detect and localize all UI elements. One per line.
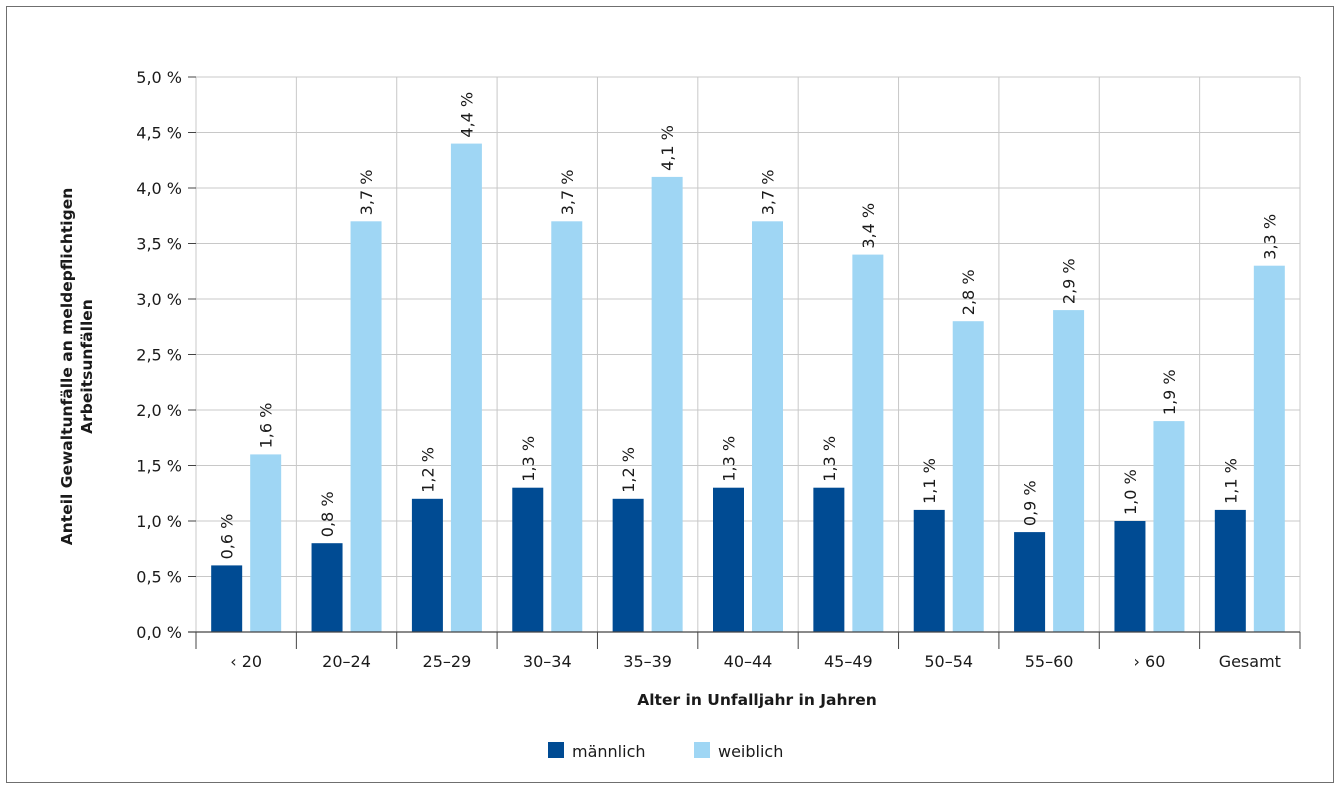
y-tick-label: 5,0 % xyxy=(136,68,182,87)
legend: männlich weiblich xyxy=(548,742,783,761)
bar-weiblich xyxy=(1253,265,1285,632)
y-tick-label: 4,5 % xyxy=(136,124,182,143)
bar-maennlich xyxy=(612,498,644,632)
data-label: 0,8 % xyxy=(318,491,337,537)
bar-weiblich xyxy=(450,143,482,632)
bar-maennlich xyxy=(913,509,945,632)
legend-label: weiblich xyxy=(718,742,783,761)
category-label: 45–49 xyxy=(824,652,873,671)
bar-maennlich xyxy=(1214,509,1246,632)
data-label: 3,7 % xyxy=(759,170,778,216)
y-tick-label: 2,0 % xyxy=(136,401,182,420)
bar-weiblich xyxy=(752,221,783,633)
y-tick-label: 1,5 % xyxy=(136,457,182,476)
data-label: 0,9 % xyxy=(1021,480,1040,526)
bar-maennlich xyxy=(813,487,845,632)
y-tick-label: 3,0 % xyxy=(136,290,182,309)
y-tick-label: 1,0 % xyxy=(136,512,182,531)
data-label: 1,3 % xyxy=(720,436,739,482)
y-tick-label: 0,0 % xyxy=(136,623,182,642)
bar-weiblich xyxy=(350,221,382,633)
y-tick-label: 4,0 % xyxy=(136,179,182,198)
y-axis-title-line: Anteil Gewaltunfälle an meldepflichtigen xyxy=(58,188,76,545)
legend-swatch xyxy=(694,742,710,758)
category-label: 35–39 xyxy=(623,652,672,671)
bar-maennlich xyxy=(713,487,744,632)
category-label: 40–44 xyxy=(724,652,773,671)
x-axis-title: Alter in Unfalljahr in Jahren xyxy=(637,691,877,709)
data-label: 1,6 % xyxy=(257,403,276,449)
data-label: 3,7 % xyxy=(357,170,376,216)
category-label: 25–29 xyxy=(423,652,472,671)
y-tick-label: 3,5 % xyxy=(136,235,182,254)
category-label: 50–54 xyxy=(924,652,973,671)
data-label: 1,0 % xyxy=(1121,469,1140,515)
category-label: 55–60 xyxy=(1025,652,1074,671)
x-axis: ‹ 20 20–24 25–29 30–34 35–39 40–44 45–49 50–54 5… xyxy=(188,631,1301,671)
bar-weiblich xyxy=(952,321,984,632)
data-label: 3,4 % xyxy=(859,203,878,249)
bar-weiblich xyxy=(551,221,583,633)
bar-weiblich xyxy=(651,176,683,632)
data-label: 1,9 % xyxy=(1160,369,1179,415)
bar-maennlich xyxy=(512,487,544,632)
data-label: 4,4 % xyxy=(457,92,476,138)
data-label: 2,8 % xyxy=(959,269,978,315)
y-tick-label: 2,5 % xyxy=(136,346,182,365)
bar-weiblich xyxy=(1053,310,1085,632)
category-label: Gesamt xyxy=(1219,652,1281,671)
bar-weiblich xyxy=(250,454,282,632)
data-label: 1,3 % xyxy=(519,436,538,482)
data-label: 1,2 % xyxy=(619,447,638,493)
legend-swatch xyxy=(548,742,564,758)
y-axis-title: Anteil Gewaltunfälle an meldepflichtigen… xyxy=(58,188,96,545)
data-label: 1,2 % xyxy=(418,447,437,493)
bar-maennlich xyxy=(1114,521,1146,632)
category-label: ‹ 20 xyxy=(230,652,262,671)
category-label: › 60 xyxy=(1134,652,1166,671)
bars: 0,6 % 1,6 % 0,8 % 3,7 % 1,2 % 4,4 % 1,3 % 3,7 %… xyxy=(211,92,1285,633)
bar-maennlich xyxy=(311,543,343,632)
data-label: 4,1 % xyxy=(658,125,677,171)
bar-maennlich xyxy=(211,565,243,632)
bar-weiblich xyxy=(1153,421,1185,632)
data-label: 0,6 % xyxy=(218,514,237,560)
data-label: 1,1 % xyxy=(920,458,939,504)
legend-label: männlich xyxy=(572,742,646,761)
data-label: 1,1 % xyxy=(1221,458,1240,504)
y-tick-label: 0,5 % xyxy=(136,568,182,587)
category-label: 30–34 xyxy=(523,652,572,671)
category-label: 20–24 xyxy=(322,652,371,671)
bar-maennlich xyxy=(1014,532,1046,632)
data-label: 1,3 % xyxy=(820,436,839,482)
y-axis-ticks: 0,0 % 0,5 % 1,0 % 1,5 % 2,0 % 2,5 % 3,0 % 3,5 %… xyxy=(136,68,196,642)
data-label: 2,9 % xyxy=(1060,258,1079,304)
data-label: 3,3 % xyxy=(1260,214,1279,260)
y-axis-title-line: Arbeitsunfällen xyxy=(78,299,96,434)
bar-weiblich xyxy=(852,254,884,632)
bar-maennlich xyxy=(411,498,443,632)
data-label: 3,7 % xyxy=(558,170,577,216)
